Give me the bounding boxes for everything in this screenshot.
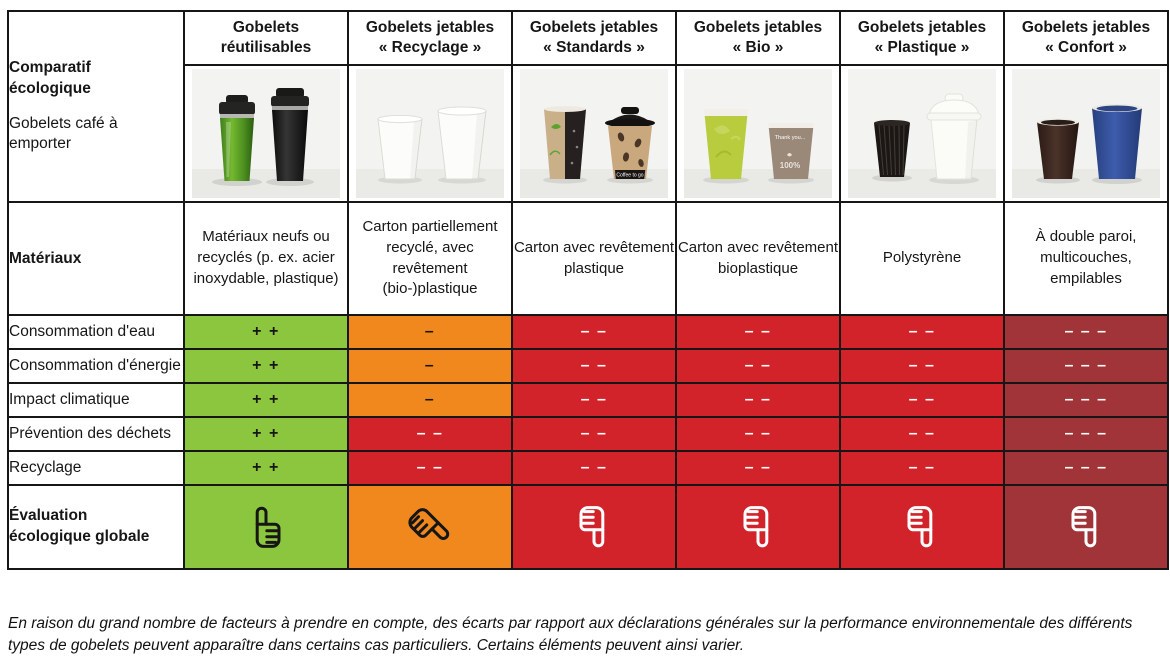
- evaluation-chip: [349, 486, 511, 568]
- product-image-row: Coffee to go Thank you...: [8, 64, 1169, 203]
- rating-chip: – –: [513, 316, 675, 348]
- rating-chip: – – –: [1005, 384, 1167, 416]
- thumb-down-icon: [1071, 506, 1097, 548]
- rating-chip: + +: [185, 350, 347, 382]
- material-plastique: Polystyrène: [839, 201, 1005, 316]
- reusable-mugs-photo: [192, 69, 340, 198]
- thumb-down-icon: [579, 506, 605, 548]
- table-title: Comparatif écologique: [9, 59, 91, 97]
- cup-text-100: 100%: [780, 161, 800, 170]
- rating-chip: – – –: [1005, 350, 1167, 382]
- rating-chip: –: [349, 384, 511, 416]
- rating-chip: – – –: [1005, 316, 1167, 348]
- evaluation-chip: [185, 486, 347, 568]
- rating-label-eau: Consommation d'eau: [7, 314, 185, 350]
- rating-chip: + +: [185, 316, 347, 348]
- rating-chip: –: [349, 350, 511, 382]
- rating-chip: + +: [185, 452, 347, 484]
- column-header-bio: Gobelets jetables « Bio »: [675, 10, 841, 66]
- corner-cell: Comparatif écologique Gobelets café à em…: [7, 10, 185, 203]
- photo-cell-bio: Thank you... 100%: [675, 64, 841, 203]
- rating-chip: – –: [513, 384, 675, 416]
- rating-row-dechets: Prévention des déchets + + – – – – – – –…: [7, 416, 1169, 452]
- evaluation-chip: [677, 486, 839, 568]
- rating-row-climat: Impact climatique + + – – – – – – – – – …: [7, 382, 1169, 418]
- photo-cell-standards: Coffee to go: [511, 64, 677, 203]
- cup-text-thank-you: Thank you...: [775, 135, 806, 141]
- photo-cell-plastique: [839, 64, 1005, 203]
- photo-cell-recyclage: [347, 64, 513, 203]
- evaluation-chip: [513, 486, 675, 568]
- material-confort: À double paroi, multicouches, empilables: [1003, 201, 1169, 316]
- photo-cell-confort: [1003, 64, 1169, 203]
- thumb-down-tilted-icon: [408, 508, 450, 540]
- rating-row-recyclage: Recyclage + + – – – – – – – – – – –: [7, 450, 1169, 486]
- rating-chip: – –: [677, 452, 839, 484]
- thumb-down-icon: [743, 506, 769, 548]
- rating-chip: –: [349, 316, 511, 348]
- header-row: Comparatif écologique Gobelets café à em…: [7, 10, 1169, 203]
- rating-chip: – – –: [1005, 452, 1167, 484]
- rating-label-recyclage: Recyclage: [7, 450, 185, 486]
- column-header-recyclage: Gobelets jetables « Recyclage »: [347, 10, 513, 66]
- rating-row-energie: Consommation d'énergie + + – – – – – – –…: [7, 348, 1169, 384]
- rating-chip: – –: [513, 418, 675, 450]
- material-recyclage: Carton partiellement recyclé, avec revêt…: [347, 201, 513, 316]
- rating-label-energie: Consommation d'énergie: [7, 348, 185, 384]
- materials-row: Matériaux Matériaux neufs ou recyclés (p…: [7, 201, 1169, 316]
- rating-chip: – –: [841, 350, 1003, 382]
- rating-chip: – –: [513, 350, 675, 382]
- material-bio: Carton avec revêtement bioplastique: [675, 201, 841, 316]
- comparison-infographic: Comparatif écologique Gobelets café à em…: [7, 10, 1169, 570]
- bio-cups-photo: Thank you... 100%: [684, 69, 832, 198]
- rating-chip: – –: [349, 452, 511, 484]
- rating-chip: – –: [841, 316, 1003, 348]
- column-header-confort: Gobelets jetables « Confort »: [1003, 10, 1169, 66]
- rating-chip: – –: [677, 418, 839, 450]
- rating-chip: – –: [677, 350, 839, 382]
- thumb-down-icon: [907, 506, 933, 548]
- rating-chip: – –: [513, 452, 675, 484]
- footnote-text: En raison du grand nombre de facteurs à …: [8, 614, 1133, 654]
- rating-row-eau: Consommation d'eau + + – – – – – – – – –…: [7, 314, 1169, 350]
- rating-chip: – –: [677, 384, 839, 416]
- evaluation-chip: [841, 486, 1003, 568]
- material-reutilisables: Matériaux neufs ou recyclés (p. ex. acie…: [183, 201, 349, 316]
- rating-chip: – –: [841, 418, 1003, 450]
- rating-label-climat: Impact climatique: [7, 382, 185, 418]
- comparison-table: Comparatif écologique Gobelets café à em…: [7, 10, 1169, 570]
- rating-chip: – –: [677, 316, 839, 348]
- cup-band-text: Coffee to go: [616, 173, 643, 179]
- rating-chip: – –: [841, 384, 1003, 416]
- evaluation-row-label: Évaluation écologique globale: [7, 484, 185, 570]
- material-standards: Carton avec revêtement plastique: [511, 201, 677, 316]
- rating-chip: + +: [185, 418, 347, 450]
- table-subtitle: Gobelets café à emporter: [9, 115, 118, 153]
- rating-chip: – –: [841, 452, 1003, 484]
- photo-cell-reutilisables: [183, 64, 349, 203]
- column-header-reutilisables: Gobelets réutilisables: [183, 10, 349, 66]
- evaluation-row: Évaluation écologique globale: [7, 484, 1169, 570]
- rating-chip: + +: [185, 384, 347, 416]
- standard-cups-photo: Coffee to go: [520, 69, 668, 198]
- rating-label-dechets: Prévention des déchets: [7, 416, 185, 452]
- column-header-standards: Gobelets jetables « Standards »: [511, 10, 677, 66]
- rating-chip: – – –: [1005, 418, 1167, 450]
- comfort-cups-photo: [1012, 69, 1160, 198]
- materials-row-label: Matériaux: [7, 201, 185, 316]
- plastic-cups-photo: [848, 69, 996, 198]
- column-header-plastique: Gobelets jetables « Plastique »: [839, 10, 1005, 66]
- thumb-up-icon: [255, 506, 281, 548]
- evaluation-chip: [1005, 486, 1167, 568]
- recyclable-cups-photo: [356, 69, 504, 198]
- rating-chip: – –: [349, 418, 511, 450]
